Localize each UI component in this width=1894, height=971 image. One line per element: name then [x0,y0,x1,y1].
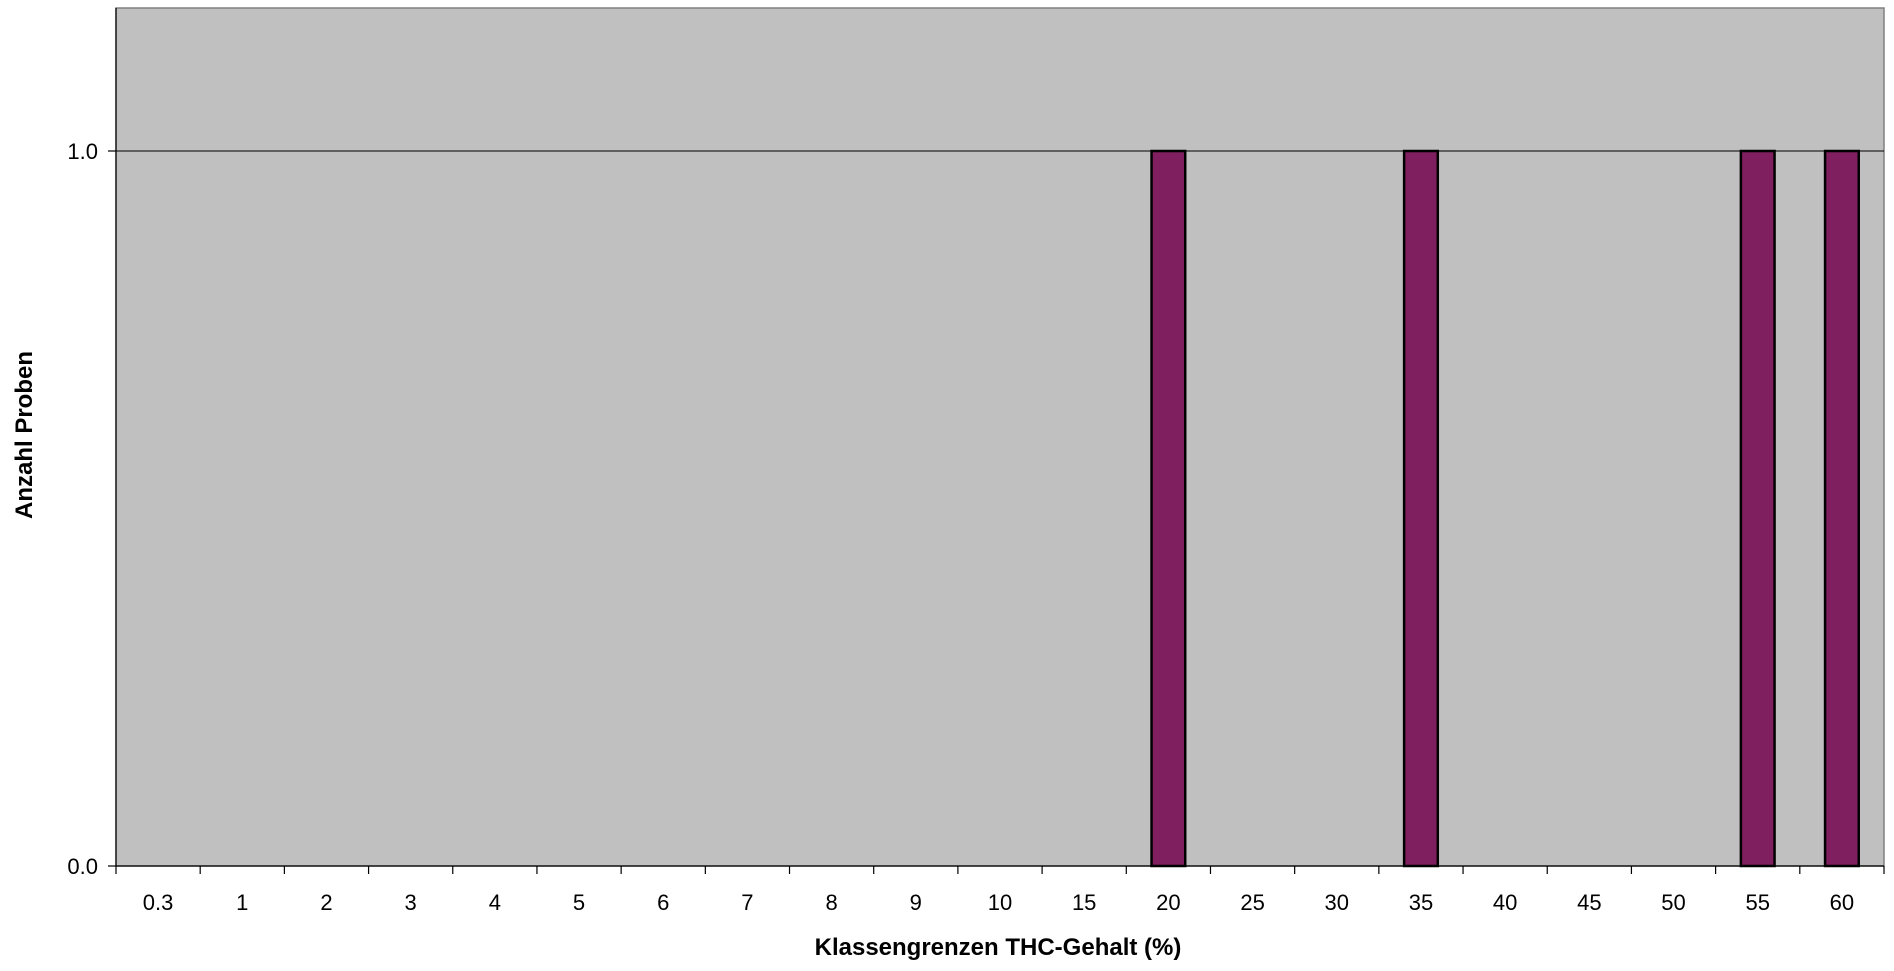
x-tick-label: 55 [1745,890,1769,915]
x-tick-label: 7 [741,890,753,915]
bar [1739,149,1776,868]
x-tick-label: 60 [1830,890,1854,915]
x-axis-title: Klassengrenzen THC-Gehalt (%) [815,934,1182,961]
axes [108,8,1885,874]
x-tick-label: 9 [910,890,922,915]
x-tick-label: 4 [489,890,501,915]
x-tick-label: 45 [1577,890,1601,915]
x-tick-label: 8 [825,890,837,915]
x-tick-label: 35 [1409,890,1433,915]
bar [1402,149,1440,868]
x-tick-label: 2 [320,890,332,915]
plot-area [115,7,1885,867]
x-tick-label: 6 [657,890,669,915]
x-tick-label: 1 [236,890,248,915]
y-axis-title: Anzahl Proben [11,351,38,519]
bar [1150,149,1187,868]
tick-labels: 0.01.00.3 1 2 3 4 5 6 7 8 9 10 15 20 25 30 35 40 45 50 55 60 [67,139,1854,915]
x-tick-label: 15 [1072,890,1096,915]
y-tick-label: 0.0 [67,854,98,879]
x-tick-label: 30 [1325,890,1349,915]
x-tick-label: 10 [988,890,1012,915]
x-tick-label: 25 [1240,890,1264,915]
y-tick-label: 1.0 [67,139,98,164]
x-tick-label: 5 [573,890,585,915]
bar [1823,149,1860,868]
x-tick-label: 40 [1493,890,1517,915]
x-tick-label: 50 [1661,890,1685,915]
x-tick-label: 0.3 [143,890,174,915]
x-tick-label: 20 [1156,890,1180,915]
x-tick-label: 3 [405,890,417,915]
